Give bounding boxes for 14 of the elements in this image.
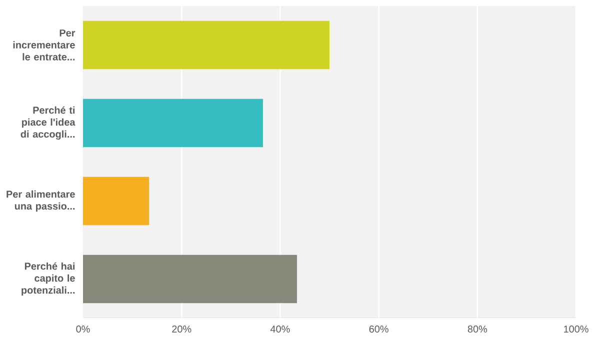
bar [83, 20, 330, 70]
y-tick-label: Per alimentare una passio... [6, 190, 75, 212]
bar [83, 98, 263, 148]
x-tick-label: 100% [564, 326, 588, 333]
x-tick-label: 20% [172, 326, 192, 333]
x-tick-label: 40% [270, 326, 290, 333]
x-tick-label: 0% [76, 326, 90, 333]
x-tick-label: 60% [369, 326, 388, 333]
x-tick-label: 80% [468, 326, 488, 333]
bar [83, 254, 297, 304]
y-tick-label: Perché hai capito le potenziali... [22, 262, 75, 296]
y-tick-label: Per incrementare le entrate... [13, 30, 76, 60]
bar [83, 176, 150, 226]
y-tick-label: Perché ti piace l'idea di accogli... [20, 106, 76, 140]
